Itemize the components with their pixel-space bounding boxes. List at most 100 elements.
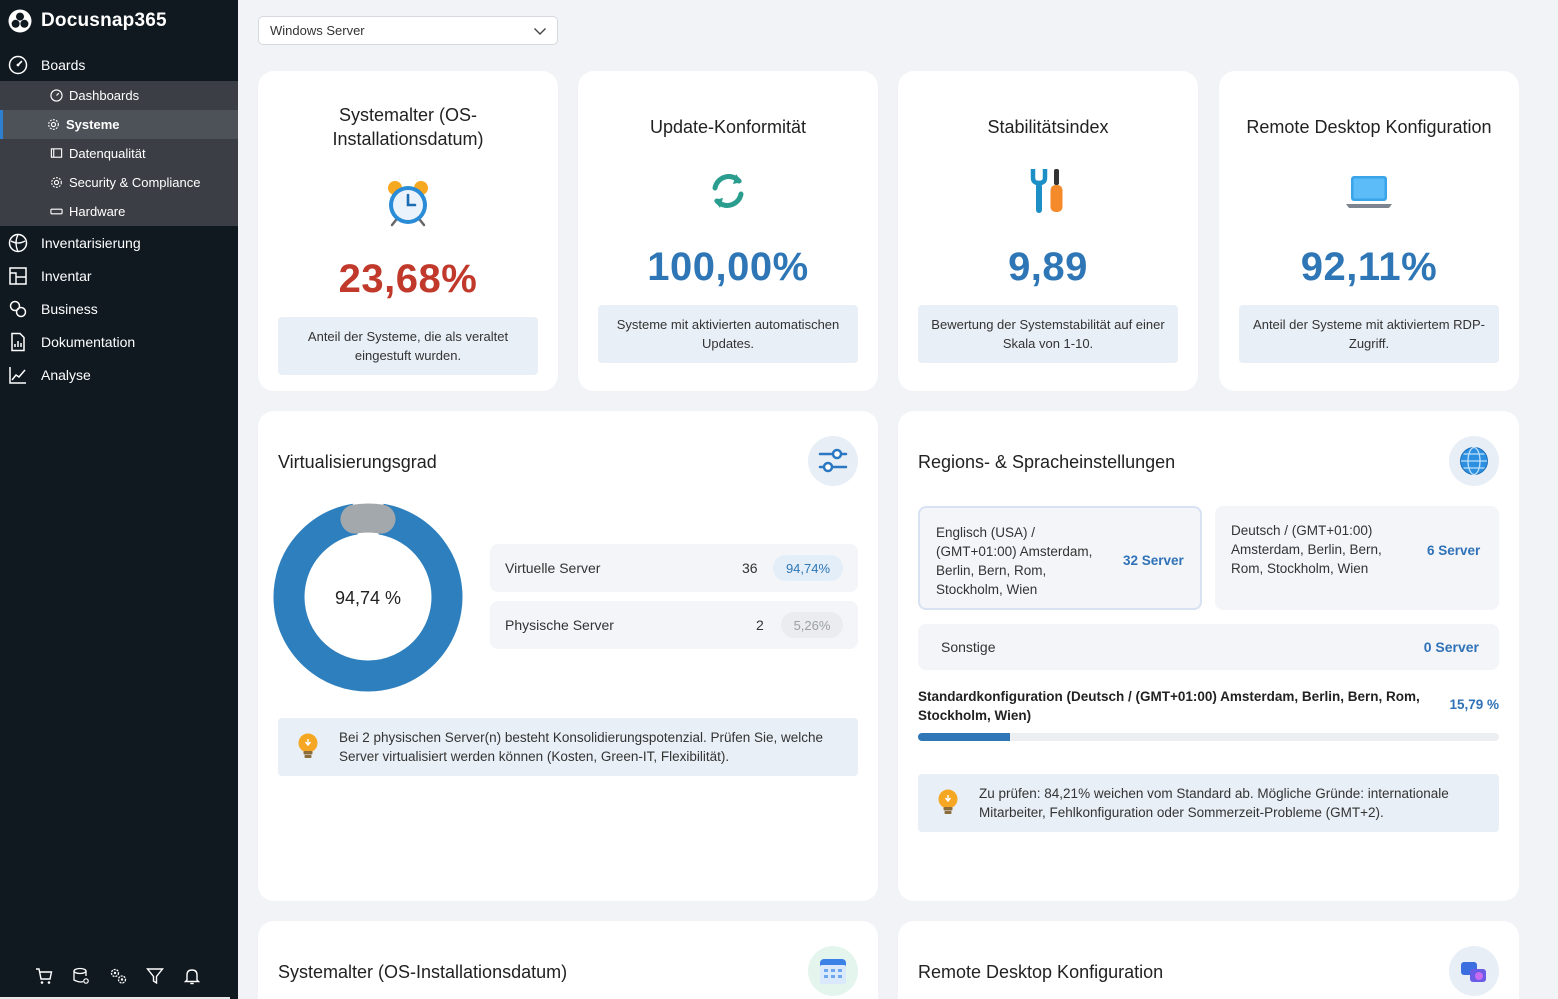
row-count: 2 <box>756 617 764 633</box>
nav-item-label: Inventar <box>41 267 92 284</box>
kpi-value: 9,89 <box>1008 245 1088 289</box>
donut-slice-physical[interactable] <box>274 503 462 691</box>
gauge-icon <box>8 55 28 75</box>
row-label: Physische Server <box>505 617 614 633</box>
hardware-icon <box>49 205 63 219</box>
donut-center-label: 94,74 % <box>335 588 401 608</box>
nav-item-inventar[interactable]: Inventar <box>0 259 238 292</box>
sub-item-label: Systeme <box>66 117 120 132</box>
kpi-card-systemalter[interactable]: Systemalter (OS-Installationsdatum) 23,6… <box>258 71 558 391</box>
panel-title: Systemalter (OS-Installationsdatum) <box>278 962 568 982</box>
region-other-row: Sonstige 0 Server <box>918 624 1499 670</box>
kpi-title: Update-Konformität <box>649 117 807 137</box>
region-box-englisch-usa[interactable]: Englisch (USA) / (GMT+01:00) Amsterdam, … <box>918 506 1202 610</box>
row-count: 0 Server <box>1423 639 1479 655</box>
chevron-down-icon <box>534 28 546 35</box>
nav-item-label: Boards <box>41 56 86 73</box>
refresh-icon <box>712 174 744 208</box>
sub-item-dashboards[interactable]: Dashboards <box>0 81 238 110</box>
panel-title: Virtualisierungsgrad <box>278 452 437 472</box>
nav-item-inventarisierung[interactable]: Inventarisierung <box>0 226 238 259</box>
gear-icon <box>49 176 63 190</box>
line-chart-icon <box>8 365 28 385</box>
kpi-card-stabilitaetsindex[interactable]: Stabilitätsindex 9,89 Bewertung der Syst… <box>898 71 1198 391</box>
systemalter-panel: Systemalter (OS-Installationsdatum) <box>258 921 878 999</box>
cart-icon[interactable] <box>34 966 54 986</box>
sub-item-hardware[interactable]: Hardware <box>0 197 238 226</box>
sub-item-label: Hardware <box>69 204 126 219</box>
database-gear-icon[interactable] <box>71 966 91 986</box>
select-value: Windows Server <box>270 23 365 38</box>
calendar-icon[interactable] <box>808 946 858 996</box>
sidebar-bottom-toolbar <box>0 953 238 999</box>
remote-desktop-icon[interactable] <box>1449 946 1499 996</box>
gauge-icon <box>49 89 63 103</box>
lightbulb-icon <box>298 733 318 758</box>
kpi-card-remote-desktop[interactable]: Remote Desktop Konfiguration 92,11% Ante… <box>1219 71 1519 391</box>
standard-config-percentage: 15,79 % <box>1449 697 1499 712</box>
globe-scan-icon <box>8 233 28 253</box>
inventory-icon <box>8 266 28 286</box>
virtualization-donut-chart: 94,74 % <box>273 502 463 692</box>
sub-item-systeme[interactable]: Systeme <box>0 110 238 139</box>
nav-item-label: Business <box>41 300 98 317</box>
data-quality-icon <box>49 147 63 161</box>
kpi-card-update-konformitaet[interactable]: Update-Konformität 100,00% Systeme mit a… <box>578 71 878 391</box>
divider <box>0 997 230 999</box>
nav-item-boards[interactable]: Boards <box>0 48 238 81</box>
business-icon <box>8 299 28 319</box>
alarm-clock-icon <box>388 181 428 227</box>
kpi-value: 23,68% <box>338 257 478 301</box>
nav-item-analyse[interactable]: Analyse <box>0 358 238 391</box>
sub-item-label: Security & Compliance <box>69 175 201 190</box>
standard-config-progress <box>918 733 1499 741</box>
docusnap-logo-icon <box>8 9 32 33</box>
sub-item-datenqualitaet[interactable]: Datenqualität <box>0 139 238 168</box>
nav-item-business[interactable]: Business <box>0 292 238 325</box>
nav-item-label: Inventarisierung <box>41 234 141 251</box>
panel-title: Remote Desktop Konfiguration <box>918 962 1164 982</box>
sub-item-label: Dashboards <box>69 88 140 103</box>
document-chart-icon <box>8 332 28 352</box>
hint-text: Bei 2 physischen Server(n) besteht Konso… <box>339 730 824 764</box>
row-count: 36 <box>742 560 758 576</box>
system-type-select[interactable]: Windows Server <box>258 16 558 45</box>
kpi-description: Anteil der Systeme, die als veraltet ein… <box>278 317 538 375</box>
bell-icon[interactable] <box>182 966 202 986</box>
app-name: Docusnap365 <box>41 10 167 31</box>
brand[interactable]: Docusnap365 <box>8 8 167 34</box>
kpi-title: Systemalter (OS-Installationsdatum) <box>332 105 484 149</box>
sidebar: Docusnap365 Boards Dashboards Systeme Da… <box>0 0 238 999</box>
region-box-deutsch[interactable]: Deutsch / (GMT+01:00) Amsterdam, Berlin,… <box>1215 506 1499 610</box>
virtual-servers-row: Virtuelle Server 36 94,74% <box>490 544 858 592</box>
gear-icon <box>46 118 60 132</box>
kpi-description: Anteil der Systeme mit aktiviertem RDP-Z… <box>1239 305 1499 363</box>
kpi-title: Stabilitätsindex <box>987 117 1109 137</box>
region-label: Englisch (USA) / (GMT+01:00) Amsterdam, … <box>936 525 1093 597</box>
regions-panel: Regions- & Spracheinstellungen Englisch … <box>898 411 1519 901</box>
percentage-badge: 5,26% <box>781 612 843 638</box>
row-label: Virtuelle Server <box>505 560 601 576</box>
nav-item-dokumentation[interactable]: Dokumentation <box>0 325 238 358</box>
sub-item-label: Datenqualität <box>69 146 146 161</box>
virtualization-panel: Virtualisierungsgrad 94,74 % Virtuelle S… <box>258 411 878 901</box>
sliders-icon[interactable] <box>808 436 858 486</box>
row-label: Sonstige <box>941 639 996 655</box>
globe-icon[interactable] <box>1449 436 1499 486</box>
boards-submenu: Dashboards Systeme Datenqualität Securit… <box>0 81 238 226</box>
panel-title: Regions- & Spracheinstellungen <box>918 452 1176 472</box>
deviation-hint: Zu prüfen: 84,21% weichen vom Standard a… <box>918 774 1499 832</box>
standard-config-label: Standardkonfiguration (Deutsch / (GMT+01… <box>918 689 1420 723</box>
lightbulb-icon <box>938 789 958 814</box>
kpi-description: Bewertung der Systemstabilität auf einer… <box>918 305 1178 363</box>
gears-icon[interactable] <box>108 966 128 986</box>
region-count: 6 Server <box>1427 543 1481 558</box>
sub-item-security-compliance[interactable]: Security & Compliance <box>0 168 238 197</box>
filter-icon[interactable] <box>145 966 165 986</box>
region-count: 32 Server <box>1123 553 1184 568</box>
percentage-badge: 94,74% <box>773 555 843 581</box>
remote-desktop-panel: Remote Desktop Konfiguration <box>898 921 1519 999</box>
kpi-value: 92,11% <box>1300 245 1438 289</box>
hint-text: Zu prüfen: 84,21% weichen vom Standard a… <box>979 786 1449 820</box>
region-label: Deutsch / (GMT+01:00) Amsterdam, Berlin,… <box>1231 523 1382 576</box>
